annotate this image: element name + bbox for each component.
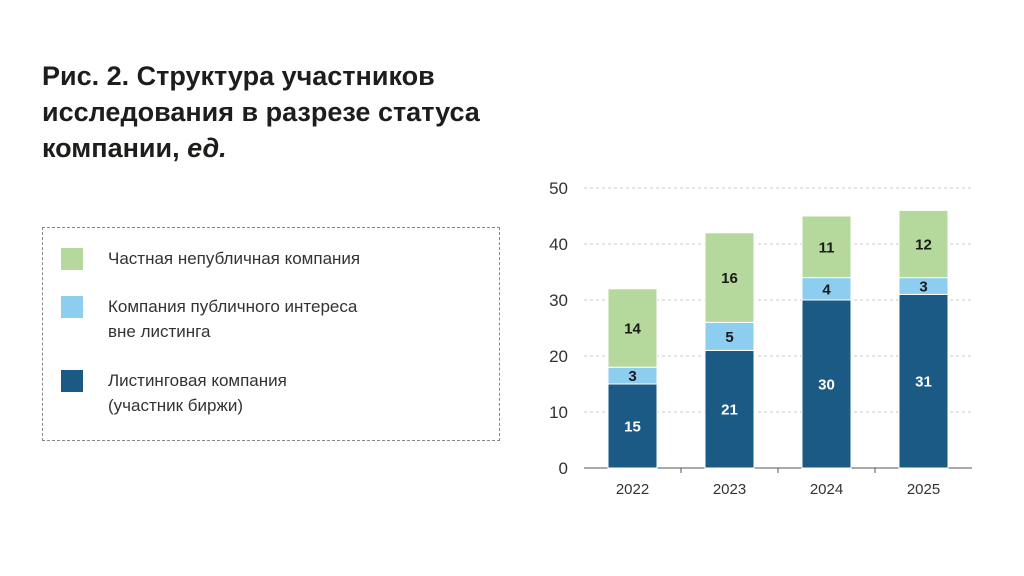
data-label-listed-2025: 31	[915, 374, 932, 391]
data-label-public_interest-2022: 3	[628, 368, 636, 385]
legend-item-public-interest: Компания публичного интереса вне листинг…	[61, 294, 448, 344]
chart-title-main: Рис. 2. Структура участников исследовани…	[42, 61, 480, 163]
legend-label-public-interest-line-2: вне листинга	[108, 322, 211, 341]
data-label-listed-2023: 21	[721, 402, 738, 419]
bar-private-2025	[898, 209, 949, 279]
data-label-private-2025: 12	[915, 237, 932, 254]
data-label-private-2022: 14	[624, 321, 641, 338]
y-tick-label-0: 0	[559, 459, 568, 478]
bar-listed-2022	[607, 383, 658, 469]
data-label-public_interest-2023: 5	[725, 329, 733, 346]
data-label-listed-2022: 15	[624, 419, 641, 436]
y-tick-label-10: 10	[549, 403, 568, 422]
data-label-private-2024: 11	[819, 239, 835, 256]
x-tick-label-2024: 2024	[810, 481, 843, 498]
legend-label-public-interest-line-1: Компания публичного интереса	[108, 297, 358, 316]
legend-swatch-private	[61, 248, 83, 270]
legend-item-private: Частная непубличная компания	[61, 246, 448, 271]
y-tick-label-50: 50	[549, 179, 568, 198]
legend-label-listed: Листинговая компания (участник биржи)	[108, 368, 448, 418]
bar-private-2022	[607, 288, 658, 368]
data-label-public_interest-2024: 4	[822, 281, 831, 298]
bar-private-2024	[801, 215, 852, 279]
legend-label-listed-line-1: Листинговая компания	[108, 371, 287, 390]
bar-public_interest-2023	[704, 321, 755, 351]
legend-item-listed: Листинговая компания (участник биржи)	[61, 368, 448, 418]
data-label-listed-2024: 30	[818, 377, 835, 394]
bar-private-2023	[704, 232, 755, 323]
legend-label-private: Частная непубличная компания	[108, 246, 448, 271]
legend-label-public-interest: Компания публичного интереса вне листинг…	[108, 294, 448, 344]
legend-swatch-public-interest	[61, 296, 83, 318]
x-tick-label-2023: 2023	[713, 481, 746, 498]
legend-label-listed-line-2: (участник биржи)	[108, 396, 244, 415]
bar-listed-2024	[801, 299, 852, 469]
data-label-private-2023: 16	[721, 270, 738, 287]
legend-label-private-line-1: Частная непубличная компания	[108, 249, 361, 268]
legend: Частная непубличная компания Компания пу…	[42, 227, 500, 441]
y-tick-label-40: 40	[549, 235, 568, 254]
data-label-public_interest-2025: 3	[919, 279, 927, 296]
legend-swatch-listed	[61, 370, 83, 392]
x-tick-label-2025: 2025	[907, 481, 940, 498]
chart-title: Рис. 2. Структура участников исследовани…	[42, 58, 522, 166]
y-tick-label-30: 30	[549, 291, 568, 310]
chart-title-unit: ед.	[187, 133, 227, 163]
y-tick-label-20: 20	[549, 347, 568, 366]
x-tick-label-2022: 2022	[616, 481, 649, 498]
